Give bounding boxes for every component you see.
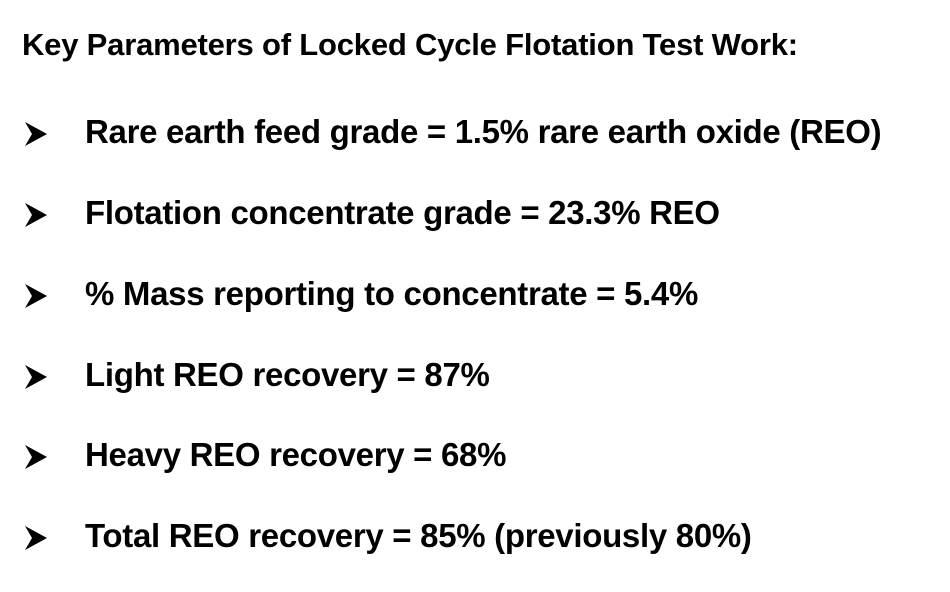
list-item-text: Light REO recovery = 87% bbox=[85, 356, 490, 393]
list-item: Total REO recovery = 85% (previously 80%… bbox=[0, 513, 950, 563]
arrowhead-bullet-icon bbox=[25, 445, 47, 469]
arrowhead-bullet-icon bbox=[25, 122, 47, 146]
list-item: Heavy REO recovery = 68% bbox=[0, 432, 950, 482]
list-item-text: Flotation concentrate grade = 23.3% REO bbox=[85, 194, 720, 231]
list-item: Flotation concentrate grade = 23.3% REO bbox=[0, 190, 950, 240]
list-item-text: Heavy REO recovery = 68% bbox=[85, 436, 507, 473]
list-item-text: Total REO recovery = 85% (previously 80%… bbox=[85, 517, 752, 554]
arrowhead-bullet-icon bbox=[25, 526, 47, 550]
list-item: Light REO recovery = 87% bbox=[0, 352, 950, 402]
list-item: % Mass reporting to concentrate = 5.4% bbox=[0, 271, 950, 321]
list-item-text: % Mass reporting to concentrate = 5.4% bbox=[85, 275, 699, 312]
list-item-text: Rare earth feed grade = 1.5% rare earth … bbox=[85, 113, 882, 150]
page-title: Key Parameters of Locked Cycle Flotation… bbox=[22, 27, 798, 62]
arrowhead-bullet-icon bbox=[25, 365, 47, 389]
arrowhead-bullet-icon bbox=[25, 284, 47, 308]
arrowhead-bullet-icon bbox=[25, 203, 47, 227]
list-item: Rare earth feed grade = 1.5% rare earth … bbox=[0, 109, 950, 159]
